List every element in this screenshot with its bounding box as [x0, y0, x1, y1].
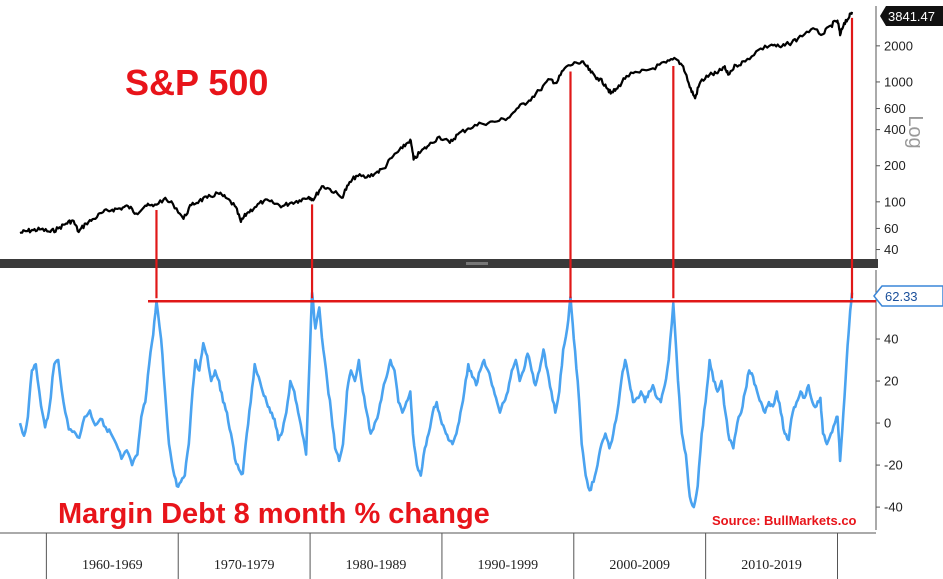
- sp500-last-value-badge: 3841.47: [880, 6, 943, 26]
- sp500-panel: 40 60 100 200 400 600 1000 2000 Log S&P 500 384…: [19, 6, 943, 259]
- sp500-series: [19, 11, 854, 235]
- sp500-tick-label: 600: [884, 101, 906, 116]
- margin-debt-panel: -40 -20 0 20 40 Margin Debt 8 month % change…: [18, 270, 943, 530]
- margin-tick-label: 20: [884, 374, 898, 389]
- decade-label: 1990-1999: [478, 558, 539, 573]
- sp500-tick-label: 200: [884, 158, 906, 173]
- sp500-tick-label: 100: [884, 194, 906, 209]
- margin-last-value: 62.33: [885, 289, 918, 304]
- margin-tick-label: -40: [884, 500, 903, 515]
- margin-tick-label: 40: [884, 332, 898, 347]
- decade-label: 1970-1979: [214, 558, 275, 573]
- decade-label: 2000-2009: [609, 558, 670, 573]
- sp500-tick-label: 60: [884, 221, 898, 236]
- margin-badge-shape: [873, 285, 943, 307]
- decade-labels: 1960-1969 1970-1979 1980-1989 1990-1999 2000…: [45, 533, 838, 579]
- sp500-ticks: 40 60 100 200 400 600 1000 2000: [876, 38, 913, 257]
- decade-label: 1980-1989: [346, 558, 407, 573]
- panel-divider[interactable]: [0, 259, 878, 268]
- sp500-tick-label: 40: [884, 242, 898, 257]
- decade-label: 2010-2019: [741, 558, 802, 573]
- margin-debt-line: [18, 291, 854, 509]
- sp500-tick-label: 1000: [884, 74, 913, 89]
- margin-tick-label: 0: [884, 416, 891, 431]
- sp500-tick-label: 2000: [884, 38, 913, 53]
- sp500-tick-label: 400: [884, 122, 906, 137]
- sp500-badge-shape: [880, 6, 943, 26]
- log-scale-label: Log: [904, 115, 926, 148]
- divider-grip[interactable]: [466, 262, 488, 265]
- margin-last-value-badge: 62.33: [873, 285, 943, 307]
- decade-axis: 1960-1969 1970-1979 1980-1989 1990-1999 2000…: [0, 532, 876, 579]
- margin-debt-title: Margin Debt 8 month % change: [58, 498, 490, 530]
- margin-series: [18, 291, 854, 509]
- sp500-last-value: 3841.47: [888, 9, 935, 24]
- sp500-line: [19, 11, 854, 235]
- margin-ticks: -40 -20 0 20 40: [876, 332, 903, 515]
- decade-label: 1960-1969: [82, 558, 143, 573]
- sp500-title: S&P 500: [125, 62, 268, 103]
- peak-connectors: [155, 17, 854, 299]
- source-label: Source: BullMarkets.co: [712, 513, 857, 528]
- margin-tick-label: -20: [884, 458, 903, 473]
